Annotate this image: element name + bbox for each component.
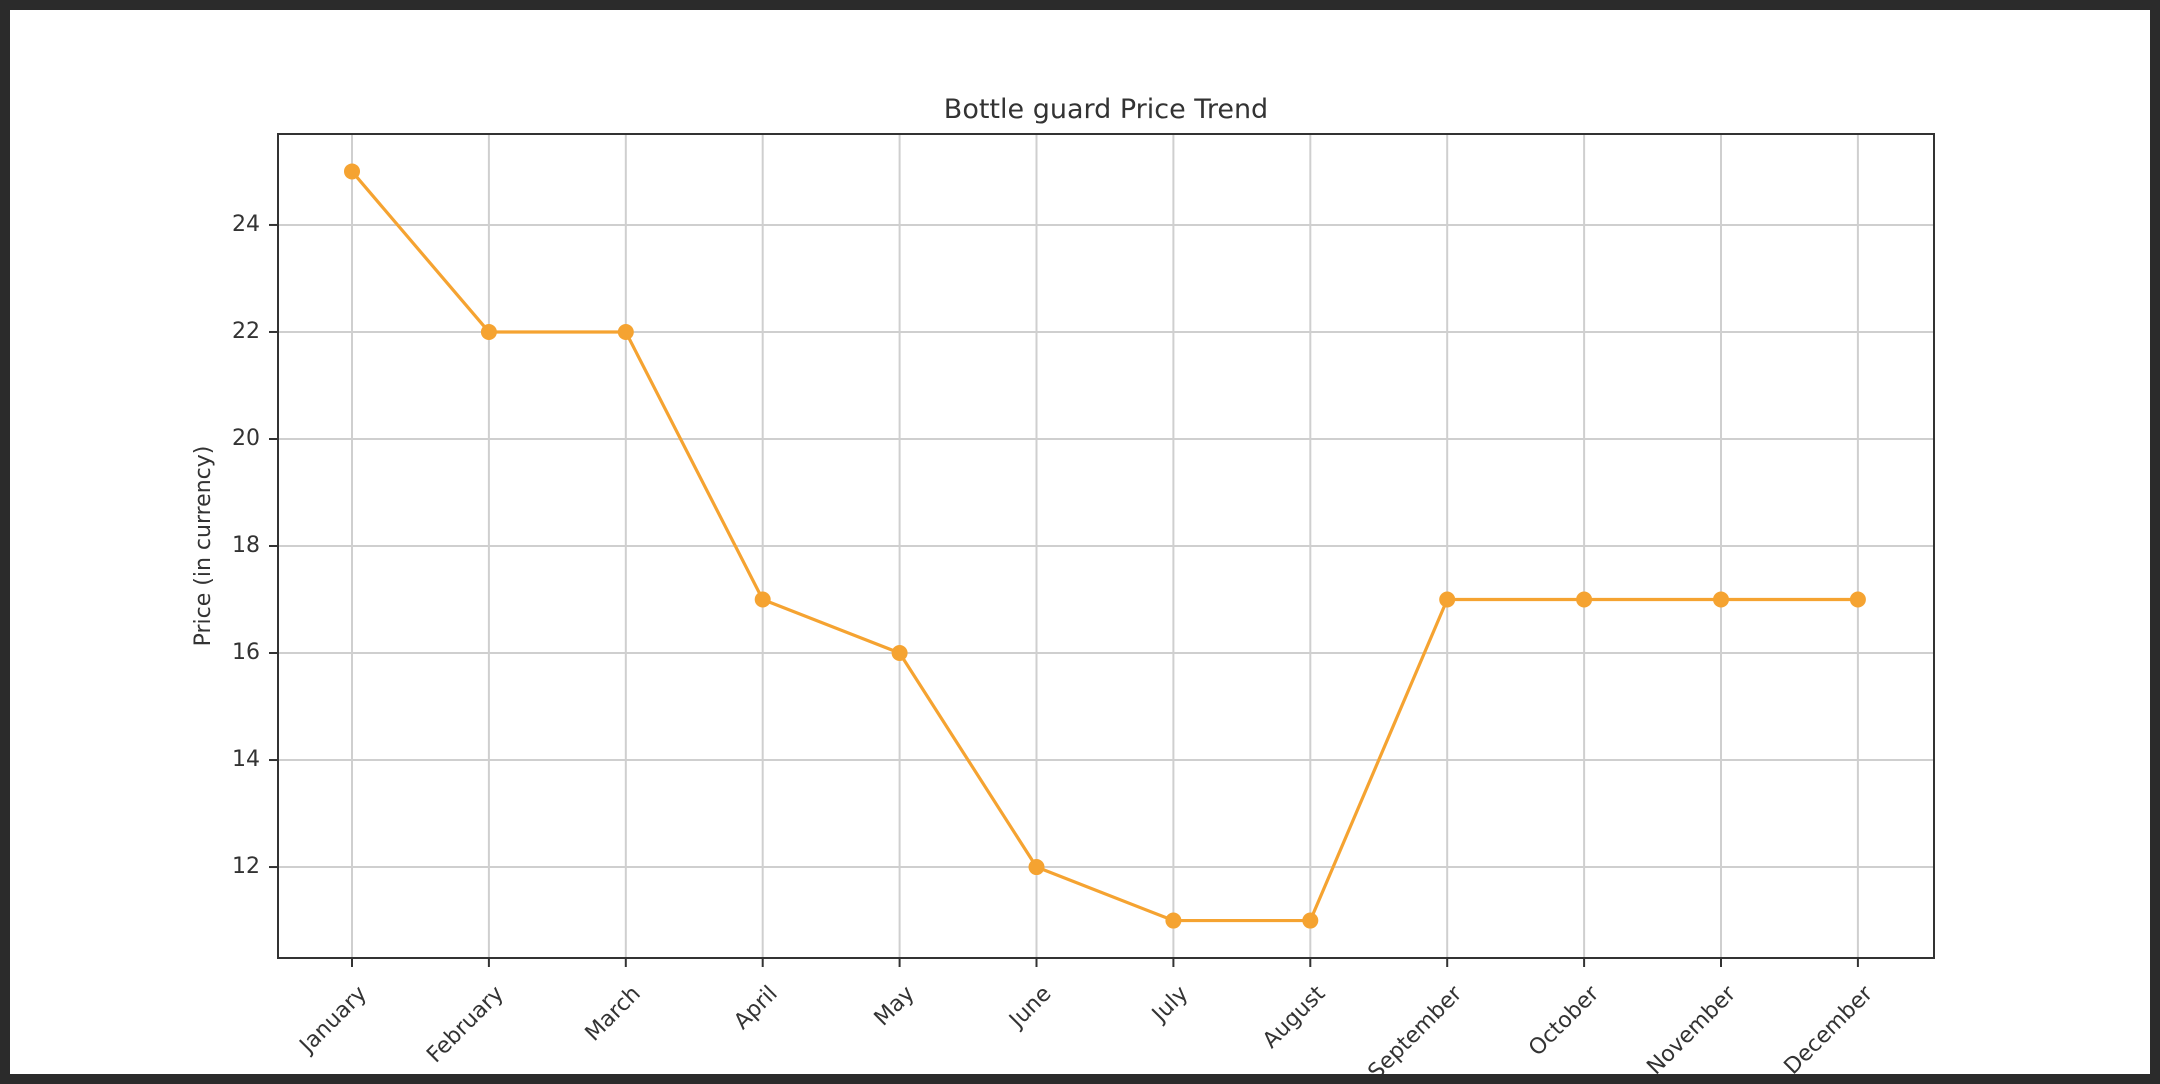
data-point	[1713, 591, 1729, 608]
y-axis-title: Price (in currency)	[191, 446, 216, 647]
y-tick-label: 16	[232, 640, 260, 665]
y-tick-label: 12	[232, 854, 260, 879]
x-tick-label: July	[1146, 981, 1193, 1028]
series-line	[350, 170, 1858, 923]
data-point	[1849, 591, 1866, 608]
data-point	[754, 591, 771, 608]
data-point	[1302, 912, 1319, 929]
data-point	[1028, 859, 1045, 876]
x-tick-label: June	[1004, 981, 1057, 1034]
data-point	[480, 323, 497, 340]
x-tick-label: December	[1780, 981, 1879, 1074]
y-tick-label: 24	[232, 212, 260, 237]
y-tick-label: 20	[232, 426, 260, 451]
grid-lines	[278, 134, 1934, 958]
series-layer	[344, 163, 1866, 929]
axis-ticks: January February March April May June July Augu…	[232, 212, 1879, 1074]
x-tick-label: November	[1642, 981, 1741, 1074]
x-tick-label: May	[870, 981, 920, 1031]
data-point	[1439, 591, 1456, 608]
x-tick-label: February	[422, 981, 509, 1068]
x-tick-label: April	[729, 981, 782, 1034]
x-tick-label: October	[1524, 981, 1605, 1062]
line-chart: January February March April May June July Augu…	[191, 94, 1935, 1074]
x-tick-label: January	[294, 981, 372, 1059]
data-point	[1165, 912, 1182, 929]
data-point	[344, 163, 360, 180]
data-point	[617, 323, 634, 340]
y-tick-label: 14	[232, 747, 260, 772]
chart-title: Bottle guard Price Trend	[944, 94, 1268, 125]
y-tick-label: 18	[232, 533, 260, 558]
chart-window: January February March April May June July Augu…	[10, 10, 2150, 1074]
data-point	[1576, 591, 1593, 608]
x-tick-label: August	[1258, 981, 1330, 1053]
y-tick-label: 22	[232, 319, 260, 344]
x-tick-label: September	[1364, 981, 1468, 1074]
x-tick-label: March	[581, 981, 646, 1046]
data-point	[891, 645, 908, 662]
